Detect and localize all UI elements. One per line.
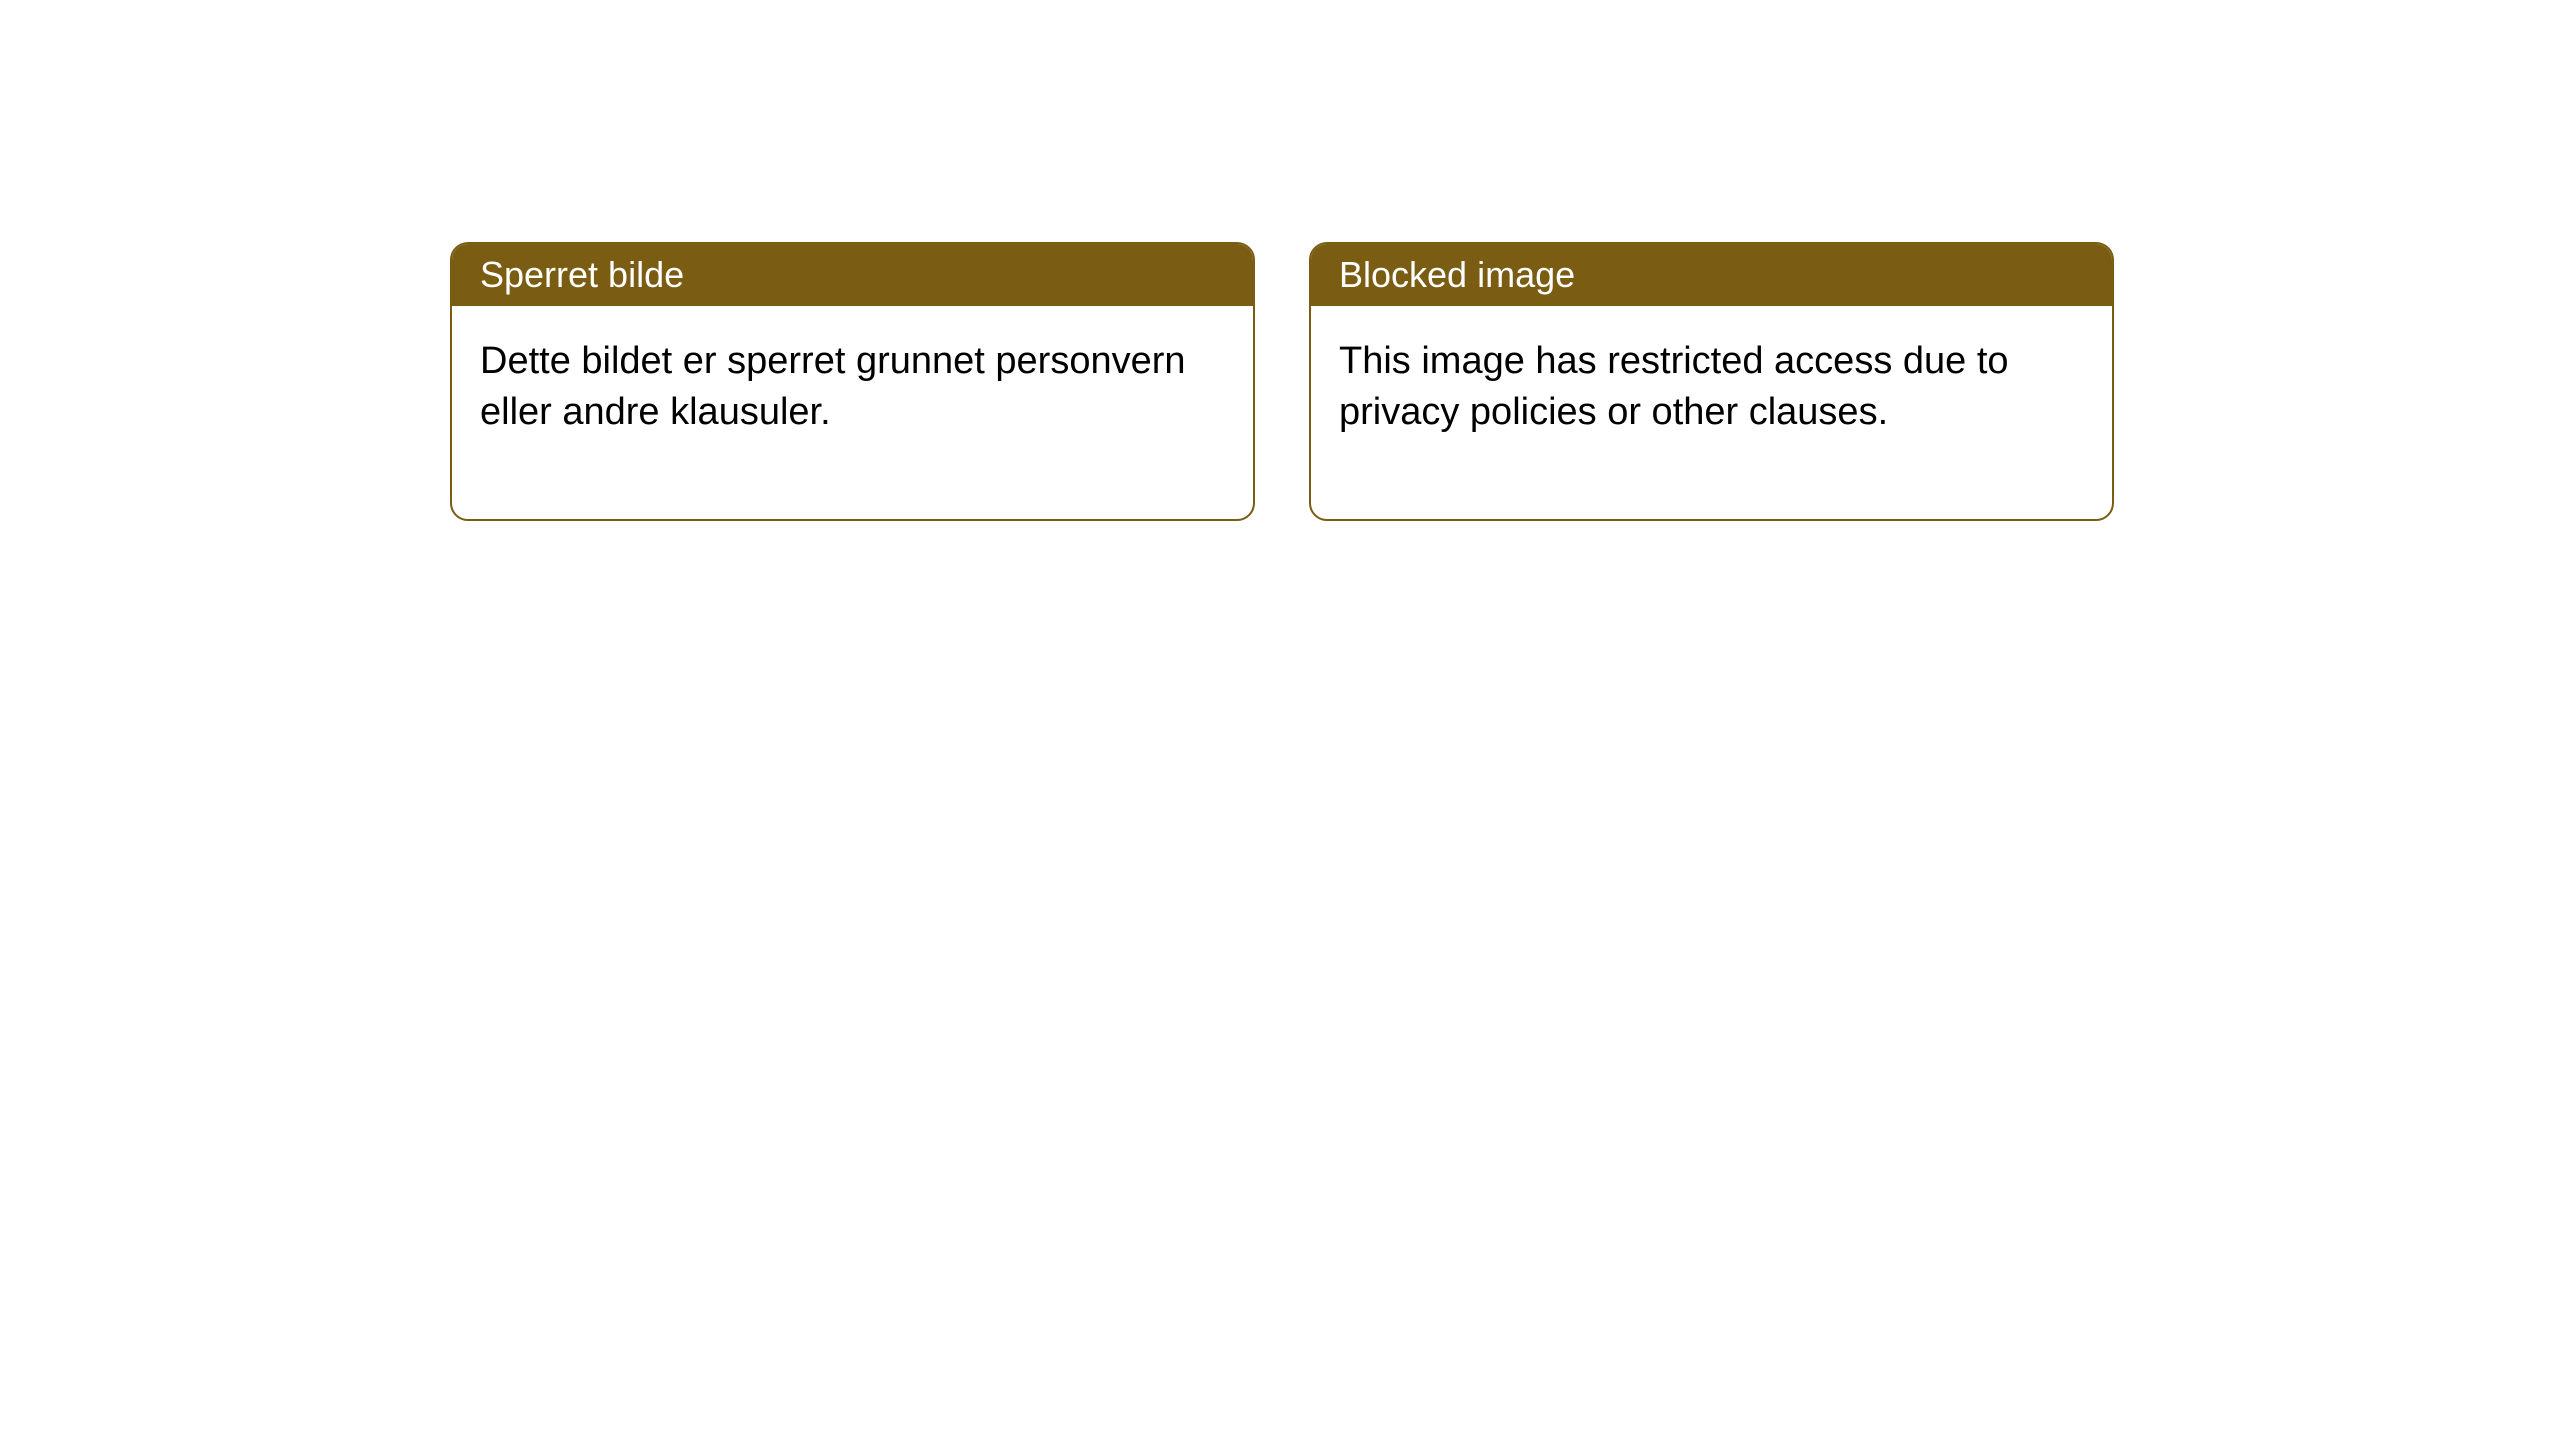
notice-header-norwegian: Sperret bilde [452,244,1253,306]
notice-header-english: Blocked image [1311,244,2112,306]
notices-container: Sperret bilde Dette bildet er sperret gr… [450,242,2114,521]
notice-body-english: This image has restricted access due to … [1311,306,2112,519]
notice-body-norwegian: Dette bildet er sperret grunnet personve… [452,306,1253,519]
notice-card-english: Blocked image This image has restricted … [1309,242,2114,521]
notice-card-norwegian: Sperret bilde Dette bildet er sperret gr… [450,242,1255,521]
